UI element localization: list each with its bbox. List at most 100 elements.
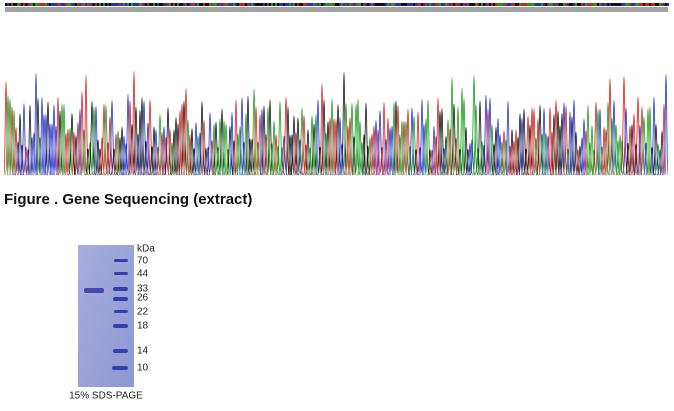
trace-peak bbox=[612, 124, 620, 176]
trace-peak bbox=[622, 107, 630, 176]
base-cell bbox=[85, 3, 87, 6]
trace-peak bbox=[421, 123, 427, 176]
unit-label: kDa bbox=[137, 244, 155, 255]
trace-peak bbox=[175, 123, 181, 176]
base-cell bbox=[303, 3, 305, 6]
trace-peak bbox=[39, 96, 45, 176]
trace-peak bbox=[615, 140, 621, 176]
trace-peak bbox=[164, 107, 172, 176]
trace-peak bbox=[452, 137, 460, 176]
base-cell bbox=[307, 3, 309, 6]
base-cell bbox=[347, 3, 349, 6]
base-cell bbox=[459, 3, 461, 6]
trace-peak bbox=[503, 139, 509, 176]
base-cell bbox=[311, 3, 313, 6]
trace-peak bbox=[140, 100, 148, 176]
base-cell bbox=[35, 3, 37, 6]
base-cell bbox=[161, 3, 163, 6]
trace-peak bbox=[98, 137, 106, 176]
base-cell bbox=[367, 3, 369, 6]
trace-peak bbox=[35, 98, 41, 176]
base-cell bbox=[261, 3, 263, 6]
base-cell bbox=[199, 3, 201, 6]
trace-peak bbox=[505, 100, 511, 176]
trace-peak bbox=[402, 120, 410, 176]
trace-peak bbox=[492, 126, 500, 176]
trace-peak bbox=[489, 124, 495, 176]
trace-peak bbox=[260, 105, 268, 176]
trace-peak bbox=[73, 135, 79, 176]
base-cell bbox=[647, 3, 649, 6]
trace-peak bbox=[180, 100, 188, 176]
trace-peak bbox=[146, 99, 154, 176]
trace-peak bbox=[154, 146, 162, 176]
trace-peak bbox=[628, 123, 636, 176]
base-cell bbox=[61, 3, 63, 6]
trace-peak bbox=[460, 98, 468, 176]
trace-peak bbox=[581, 118, 587, 176]
base-cell bbox=[555, 3, 557, 6]
base-cell bbox=[663, 3, 665, 6]
base-cell bbox=[133, 3, 135, 6]
trace-peak bbox=[189, 128, 195, 176]
base-cell bbox=[509, 3, 511, 6]
base-cell bbox=[643, 3, 645, 6]
base-cell bbox=[39, 3, 41, 6]
trace-peak bbox=[124, 93, 132, 176]
base-cell bbox=[227, 3, 229, 6]
trace-peak bbox=[94, 139, 102, 176]
trace-peak bbox=[344, 125, 352, 176]
marker-band bbox=[113, 349, 128, 353]
trace-peak bbox=[436, 110, 444, 176]
base-cell bbox=[561, 3, 563, 6]
trace-peak bbox=[386, 127, 394, 176]
base-cell bbox=[21, 3, 23, 6]
trace-peak bbox=[329, 98, 335, 176]
trace-peak bbox=[515, 136, 521, 176]
trace-peak bbox=[182, 88, 190, 176]
trace-peak bbox=[197, 132, 203, 176]
trace-peak bbox=[529, 107, 535, 176]
base-cell bbox=[233, 3, 235, 6]
base-cell bbox=[197, 3, 199, 6]
base-cell bbox=[591, 3, 593, 6]
trace-peak bbox=[139, 97, 145, 176]
base-cell bbox=[391, 3, 393, 6]
base-cell bbox=[433, 3, 435, 6]
base-cell bbox=[593, 3, 595, 6]
trace-peak bbox=[79, 91, 85, 176]
trace-peak bbox=[320, 99, 328, 176]
trace-peak bbox=[150, 126, 158, 176]
base-cell bbox=[93, 3, 95, 6]
trace-peak bbox=[162, 136, 170, 176]
base-cell bbox=[137, 3, 139, 6]
base-cell bbox=[237, 3, 239, 6]
base-cell bbox=[273, 3, 275, 6]
base-cell bbox=[503, 3, 505, 6]
base-cell bbox=[153, 3, 155, 6]
trace-peak bbox=[474, 147, 482, 176]
base-cell bbox=[111, 3, 113, 6]
base-cell bbox=[223, 3, 225, 6]
trace-peak bbox=[482, 94, 490, 176]
trace-peak bbox=[272, 134, 280, 176]
base-cell bbox=[543, 3, 545, 6]
trace-peak bbox=[634, 96, 642, 176]
trace-peak bbox=[64, 128, 72, 176]
trace-peak bbox=[106, 115, 114, 176]
base-cell bbox=[365, 3, 367, 6]
trace-peak bbox=[573, 131, 579, 176]
trace-peak bbox=[552, 99, 560, 176]
base-cell bbox=[603, 3, 605, 6]
base-cell bbox=[277, 3, 279, 6]
trace-peak bbox=[211, 123, 217, 176]
trace-peak bbox=[66, 127, 74, 176]
base-cell bbox=[589, 3, 591, 6]
base-cell bbox=[157, 3, 159, 6]
trace-peak bbox=[517, 113, 523, 176]
base-cell bbox=[547, 3, 549, 6]
base-cell bbox=[123, 3, 125, 6]
base-cell bbox=[639, 3, 641, 6]
base-cell bbox=[135, 3, 137, 6]
